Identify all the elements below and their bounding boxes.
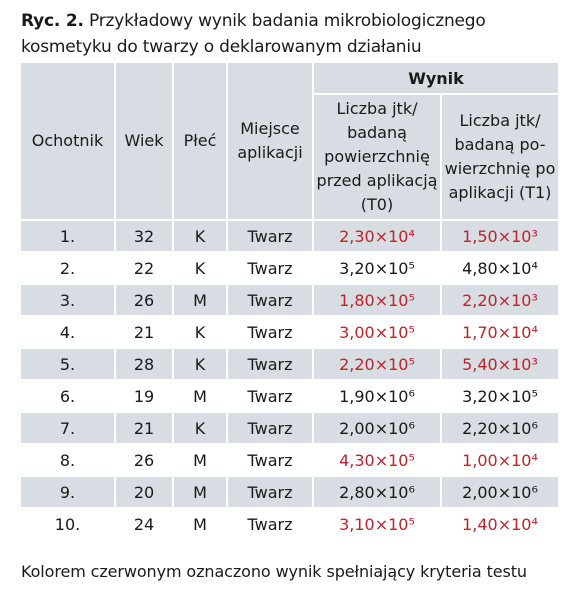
header-application-site: Miejsce aplikacji [228, 63, 314, 221]
cell-volunteer: 4. [21, 317, 116, 349]
cell-volunteer: 9. [21, 477, 116, 509]
table-row: 7. 21 K Twarz 2,00×10⁶ 2,20×10⁶ [21, 413, 558, 445]
cell-sex: K [174, 253, 228, 285]
cell-site: Twarz [228, 349, 314, 381]
cell-volunteer: 2. [21, 253, 116, 285]
caption-label: Ryc. 2. [21, 11, 84, 31]
cell-t1: 3,20×10⁵ [442, 381, 558, 413]
cell-site: Twarz [228, 285, 314, 317]
table-row: 1. 32 K Twarz 2,30×10⁴ 1,50×10³ [21, 221, 558, 253]
cell-site: Twarz [228, 509, 314, 541]
cell-t1: 1,00×10⁴ [442, 445, 558, 477]
cell-t0: 2,80×10⁶ [314, 477, 442, 509]
cell-volunteer: 10. [21, 509, 116, 541]
cell-t1: 1,50×10³ [442, 221, 558, 253]
cell-sex: M [174, 285, 228, 317]
cell-sex: M [174, 381, 228, 413]
cell-age: 20 [116, 477, 174, 509]
header-sex: Płeć [174, 63, 228, 221]
cell-sex: M [174, 477, 228, 509]
table-row: 2. 22 K Twarz 3,20×10⁵ 4,80×10⁴ [21, 253, 558, 285]
cell-volunteer: 5. [21, 349, 116, 381]
table-row: 3. 26 M Twarz 1,80×10⁵ 2,20×10³ [21, 285, 558, 317]
cell-t0: 2,30×10⁴ [314, 221, 442, 253]
cell-volunteer: 7. [21, 413, 116, 445]
cell-age: 26 [116, 445, 174, 477]
cell-age: 26 [116, 285, 174, 317]
cell-t1: 4,80×10⁴ [442, 253, 558, 285]
cell-site: Twarz [228, 381, 314, 413]
header-t0: Liczba jtk/ badaną powierzchnię przed ap… [314, 95, 442, 221]
header-t1: Liczba jtk/ badaną po- wierzchnię po apl… [442, 95, 558, 221]
cell-sex: K [174, 349, 228, 381]
cell-age: 24 [116, 509, 174, 541]
results-table: Ochotnik Wiek Płeć Miejsce aplikacji Wyn… [21, 63, 558, 541]
cell-age: 22 [116, 253, 174, 285]
cell-sex: K [174, 221, 228, 253]
cell-age: 32 [116, 221, 174, 253]
cell-t0: 1,90×10⁶ [314, 381, 442, 413]
cell-t1: 5,40×10³ [442, 349, 558, 381]
cell-t0: 3,00×10⁵ [314, 317, 442, 349]
table-row: 10. 24 M Twarz 3,10×10⁵ 1,40×10⁴ [21, 509, 558, 541]
cell-site: Twarz [228, 445, 314, 477]
cell-t0: 2,00×10⁶ [314, 413, 442, 445]
cell-sex: K [174, 413, 228, 445]
cell-t0: 2,20×10⁵ [314, 349, 442, 381]
cell-t1: 2,20×10³ [442, 285, 558, 317]
cell-age: 19 [116, 381, 174, 413]
table-body: 1. 32 K Twarz 2,30×10⁴ 1,50×10³ 2. 22 K Twarz 3,20… [21, 221, 558, 541]
cell-t1: 1,70×10⁴ [442, 317, 558, 349]
table-footnote: Kolorem czerwonym oznaczono wynik spełni… [21, 562, 527, 581]
header-volunteer: Ochotnik [21, 63, 116, 221]
header-age: Wiek [116, 63, 174, 221]
cell-volunteer: 8. [21, 445, 116, 477]
cell-site: Twarz [228, 413, 314, 445]
table-row: 5. 28 K Twarz 2,20×10⁵ 5,40×10³ [21, 349, 558, 381]
table-row: 8. 26 M Twarz 4,30×10⁵ 1,00×10⁴ [21, 445, 558, 477]
cell-t1: 2,20×10⁶ [442, 413, 558, 445]
cell-volunteer: 1. [21, 221, 116, 253]
table-row: 6. 19 M Twarz 1,90×10⁶ 3,20×10⁵ [21, 381, 558, 413]
cell-site: Twarz [228, 477, 314, 509]
cell-t1: 1,40×10⁴ [442, 509, 558, 541]
cell-t1: 2,00×10⁶ [442, 477, 558, 509]
cell-site: Twarz [228, 221, 314, 253]
cell-t0: 1,80×10⁵ [314, 285, 442, 317]
cell-t0: 4,30×10⁵ [314, 445, 442, 477]
cell-sex: M [174, 509, 228, 541]
cell-age: 28 [116, 349, 174, 381]
header-result-group: Wynik [314, 63, 558, 95]
cell-sex: K [174, 317, 228, 349]
cell-site: Twarz [228, 253, 314, 285]
cell-age: 21 [116, 413, 174, 445]
cell-sex: M [174, 445, 228, 477]
cell-volunteer: 3. [21, 285, 116, 317]
cell-age: 21 [116, 317, 174, 349]
cell-volunteer: 6. [21, 381, 116, 413]
cell-t0: 3,10×10⁵ [314, 509, 442, 541]
results-table-wrapper: Ochotnik Wiek Płeć Miejsce aplikacji Wyn… [21, 63, 558, 541]
table-row: 4. 21 K Twarz 3,00×10⁵ 1,70×10⁴ [21, 317, 558, 349]
cell-t0: 3,20×10⁵ [314, 253, 442, 285]
table-row: 9. 20 M Twarz 2,80×10⁶ 2,00×10⁶ [21, 477, 558, 509]
cell-site: Twarz [228, 317, 314, 349]
